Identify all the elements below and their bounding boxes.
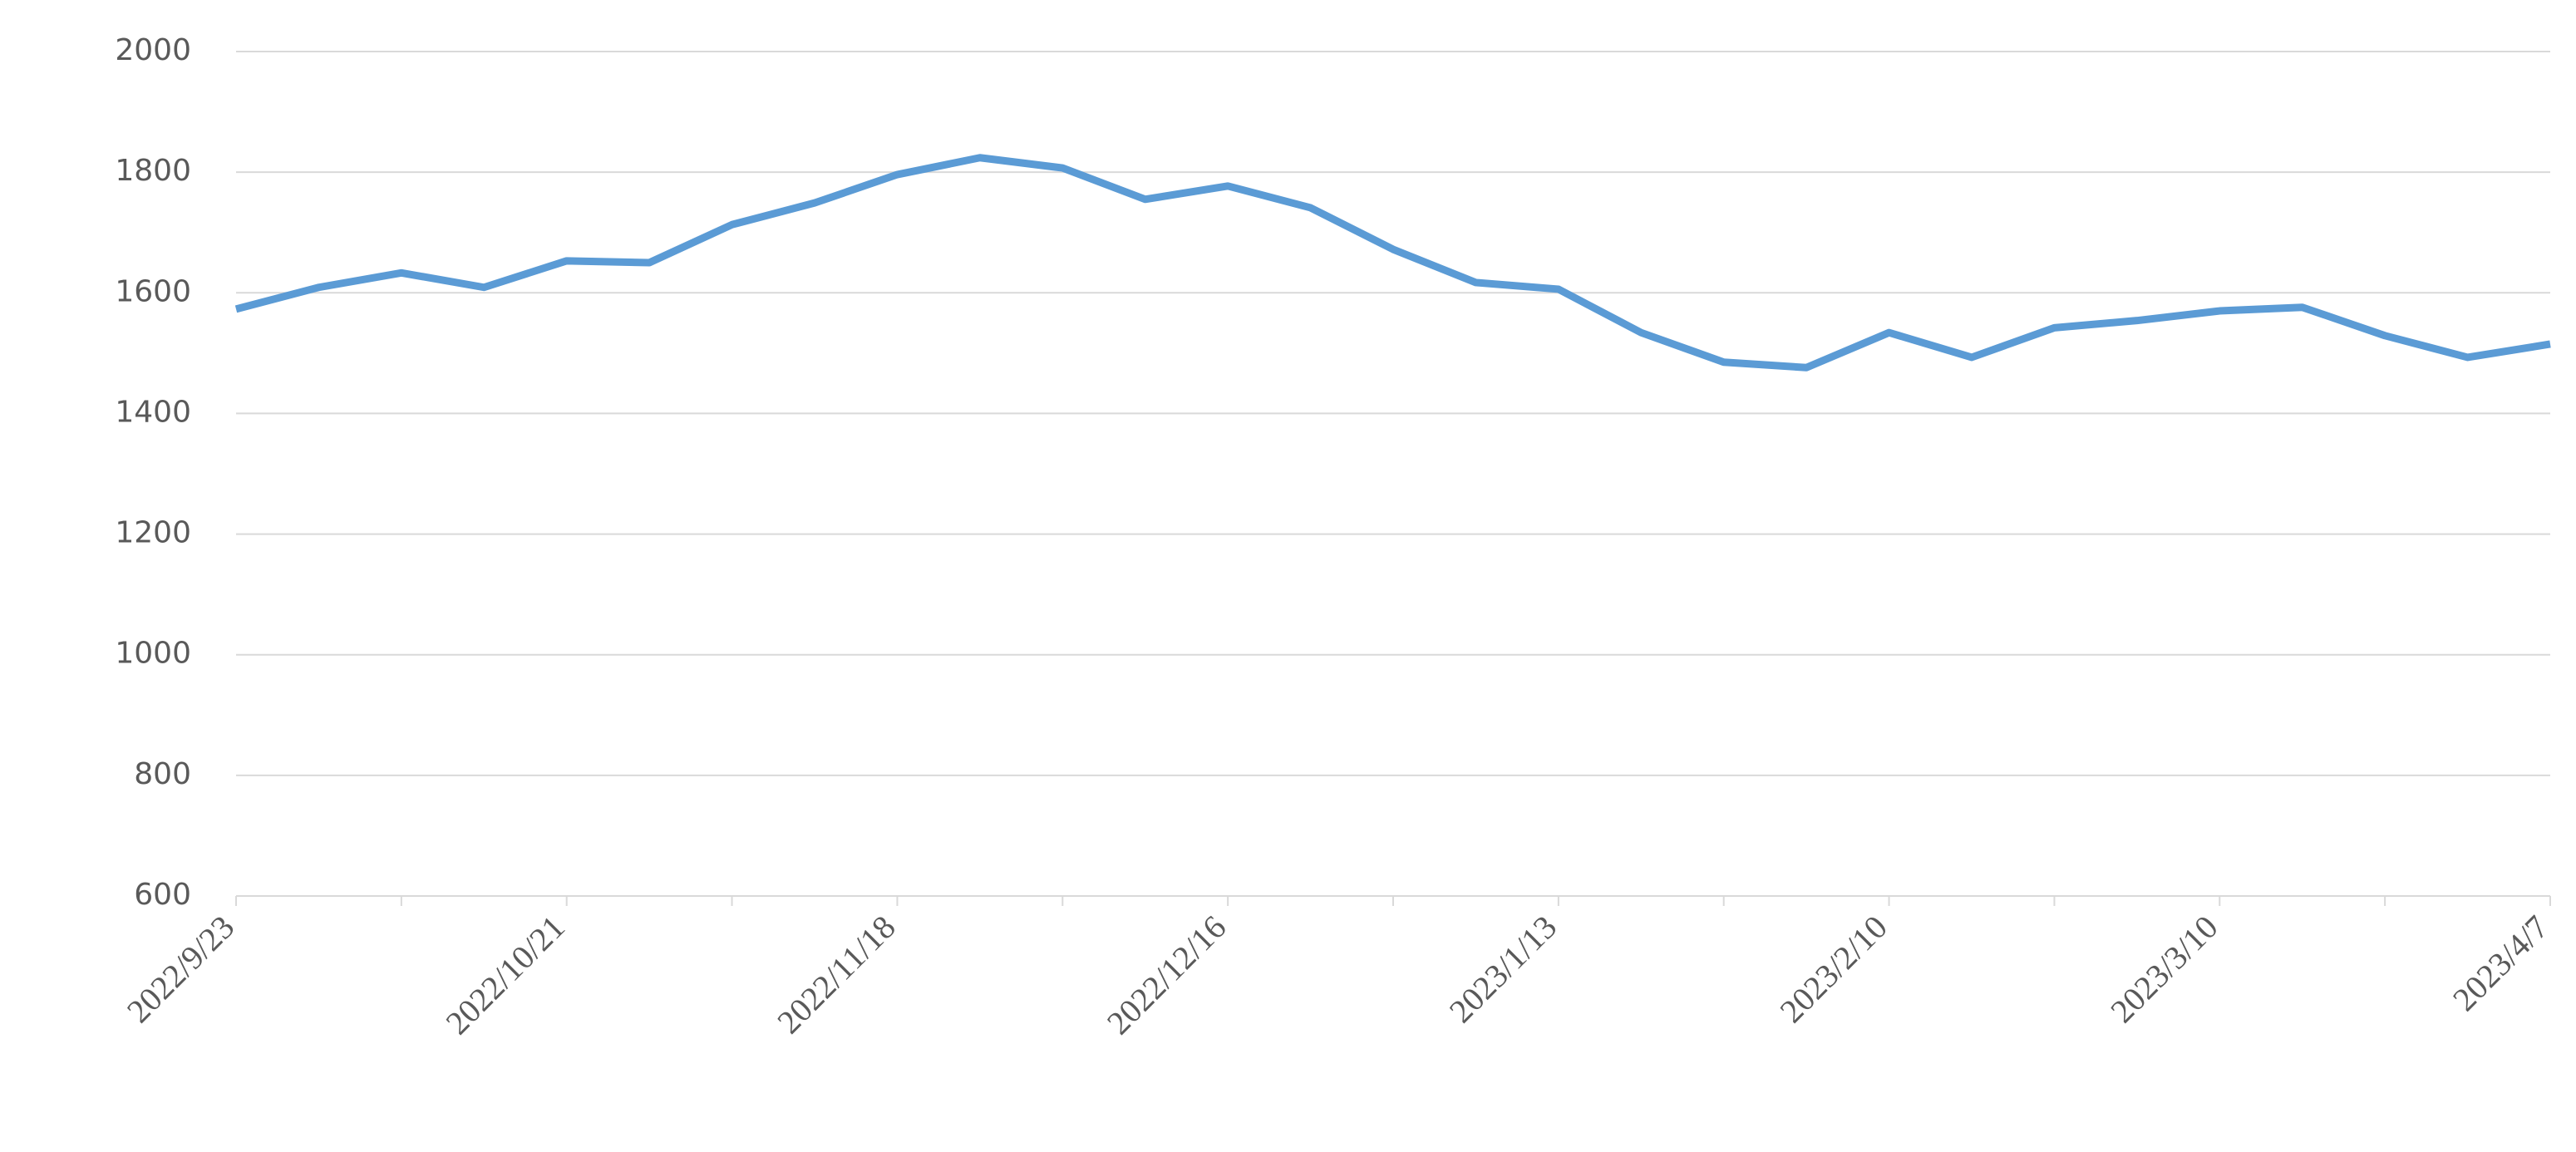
x-tick-label: 2022/12/16 (1100, 908, 1234, 1042)
x-tick-label: 2023/3/10 (2103, 908, 2225, 1031)
y-tick-label: 1200 (115, 516, 191, 550)
data-line (234, 154, 2551, 372)
x-tick-label: 2022/11/18 (770, 908, 903, 1041)
x-tick-label: 2022/10/21 (438, 908, 572, 1042)
y-tick-label: 1400 (115, 395, 191, 429)
y-tick-label: 1600 (115, 274, 191, 308)
x-tick-label: 2023/4/7 (2445, 908, 2555, 1018)
y-tick-label: 1000 (115, 637, 191, 671)
x-tick-label: 2023/1/13 (1442, 908, 1564, 1031)
y-tick-label: 1800 (115, 154, 191, 188)
y-tick-label: 800 (134, 757, 191, 791)
x-tick-label: 2022/9/23 (120, 908, 242, 1031)
y-tick-label: 600 (134, 878, 191, 912)
y-tick-label: 2000 (115, 33, 191, 67)
x-tick-label: 2023/2/10 (1772, 908, 1894, 1031)
